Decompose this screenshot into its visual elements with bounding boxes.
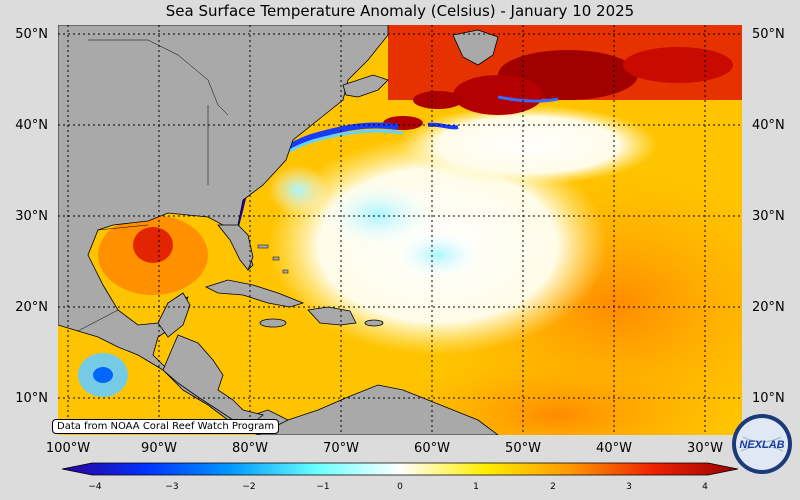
colorbar <box>62 462 738 476</box>
lat-label-left: 10°N <box>15 391 48 406</box>
map-title: Sea Surface Temperature Anomaly (Celsius… <box>165 2 635 20</box>
colorbar-tick: −2 <box>242 482 256 492</box>
anomaly-hot-core <box>453 75 543 115</box>
newfoundland-land <box>452 29 499 66</box>
anomaly-cool-patch <box>268 165 328 215</box>
yucatan-peninsula <box>157 292 191 338</box>
lat-label-right: 40°N <box>752 118 785 133</box>
nexlab-logo-icon: NEXLAB <box>732 414 792 474</box>
lon-label: 30°W <box>687 441 723 456</box>
nova-scotia-land <box>342 74 389 98</box>
jamaica-island <box>259 318 287 328</box>
lon-label: 80°W <box>232 441 268 456</box>
lat-label-left: 50°N <box>15 27 48 42</box>
anomaly-cool-patch <box>393 230 483 280</box>
colorbar-tick: 1 <box>473 482 479 492</box>
bahamas-islands <box>282 269 289 274</box>
lat-label-right: 30°N <box>752 209 785 224</box>
gulf-of-mexico-hot <box>133 227 173 263</box>
anomaly-cool-patch <box>318 180 438 250</box>
lon-label: 90°W <box>141 441 177 456</box>
bahamas-islands <box>272 256 280 261</box>
land-border-lines <box>77 39 229 332</box>
central-america-land <box>162 334 264 424</box>
lat-label-left: 20°N <box>15 300 48 315</box>
colorbar-tick: −4 <box>88 482 102 492</box>
lat-label-right: 20°N <box>752 300 785 315</box>
colorbar-gradient <box>62 462 738 476</box>
lon-label: 60°W <box>414 441 450 456</box>
cuba-island <box>204 279 305 308</box>
colorbar-tick: 3 <box>626 482 632 492</box>
logo-text: NEXLAB <box>739 439 784 451</box>
lat-label-left: 40°N <box>15 118 48 133</box>
anomaly-neutral-north <box>398 105 658 185</box>
colorbar-tick: −1 <box>316 482 330 492</box>
anomaly-hot-core <box>623 47 733 83</box>
lat-label-right: 50°N <box>752 27 785 42</box>
anomaly-hot-core <box>413 91 463 109</box>
lon-label: 50°W <box>505 441 541 456</box>
colorbar-tick: 0 <box>397 482 403 492</box>
pacific-cool-patch <box>93 367 113 383</box>
anomaly-warm-south <box>378 355 738 435</box>
florida-peninsula <box>217 224 254 271</box>
lon-label: 40°W <box>596 441 632 456</box>
sst-anomaly-map <box>58 25 742 435</box>
lon-label: 100°W <box>45 441 91 456</box>
lat-label-left: 30°N <box>15 209 48 224</box>
south-america-land <box>257 384 499 435</box>
bahamas-islands <box>257 244 269 249</box>
data-credit: Data from NOAA Coral Reef Watch Program <box>52 419 280 434</box>
coastal-cold-streak <box>427 122 459 130</box>
graticule <box>58 25 742 435</box>
colorbar-tick: 2 <box>550 482 556 492</box>
lon-label: 70°W <box>323 441 359 456</box>
colorbar-tick: −3 <box>165 482 179 492</box>
lat-label-right: 10°N <box>752 391 785 406</box>
puerto-rico-island <box>364 319 384 327</box>
coastal-cold-streak <box>497 95 559 103</box>
colorbar-tick: 4 <box>702 482 708 492</box>
